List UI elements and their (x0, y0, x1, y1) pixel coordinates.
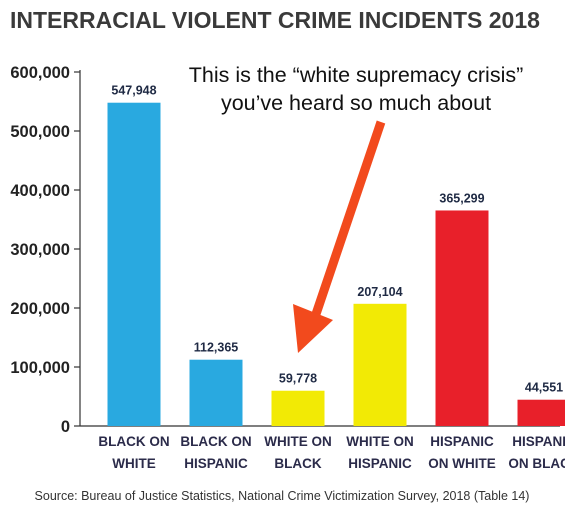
x-tick-label: HISPANIC (348, 456, 412, 471)
x-tick-label: BLACK ON (98, 434, 169, 449)
y-axis: 0 100,000 200,000 300,000 400,000 500,000 600,… (10, 64, 560, 436)
y-tick-label: 200,000 (10, 300, 70, 318)
x-axis-labels: BLACK ON WHITE BLACK ON HISPANIC WHITE ON BLA… (98, 434, 565, 471)
y-tick-label: 100,000 (10, 359, 70, 377)
x-tick-label: HISPANIC (430, 434, 494, 449)
x-tick-label: ON WHITE (428, 456, 496, 471)
bar (271, 390, 325, 426)
chart-title: INTERRACIAL VIOLENT CRIME INCIDENTS 2018 (10, 7, 540, 33)
annotation: This is the “white supremacy crisis” you’… (189, 63, 524, 353)
x-tick-label: WHITE ON (346, 434, 414, 449)
y-tick-label: 600,000 (10, 64, 70, 82)
bar (107, 102, 161, 426)
x-tick-label: BLACK (274, 456, 321, 471)
bar (353, 303, 407, 426)
bar-value-label: 547,948 (111, 84, 156, 98)
annotation-text: you’ve heard so much about (221, 91, 491, 115)
y-tick-label: 0 (61, 418, 70, 436)
bar (189, 359, 243, 426)
bar-value-label: 365,299 (439, 191, 484, 205)
x-tick-label: WHITE (112, 456, 156, 471)
bars (107, 102, 565, 426)
x-tick-label: HISPANIC (184, 456, 248, 471)
bar (435, 210, 489, 426)
bar-value-label: 207,104 (357, 285, 402, 299)
bar-value-label: 44,551 (525, 381, 563, 395)
source-note: Source: Bureau of Justice Statistics, Na… (35, 489, 530, 503)
bar-value-label: 112,365 (194, 341, 239, 355)
bar (517, 399, 565, 426)
value-labels: 547,948 112,365 59,778 207,104 365,299 44,551 (111, 84, 563, 395)
y-tick-label: 400,000 (10, 182, 70, 200)
y-tick-label: 300,000 (10, 241, 70, 259)
bar-value-label: 59,778 (279, 372, 317, 386)
y-tick-label: 500,000 (10, 123, 70, 141)
annotation-arrow-head (293, 304, 333, 353)
x-tick-label: BLACK ON (180, 434, 251, 449)
x-tick-label: HISPANIC (512, 434, 565, 449)
x-tick-label: WHITE ON (264, 434, 332, 449)
annotation-text: This is the “white supremacy crisis” (189, 63, 524, 87)
x-tick-label: ON BLACK (508, 456, 565, 471)
annotation-arrow-shaft (309, 120, 386, 322)
